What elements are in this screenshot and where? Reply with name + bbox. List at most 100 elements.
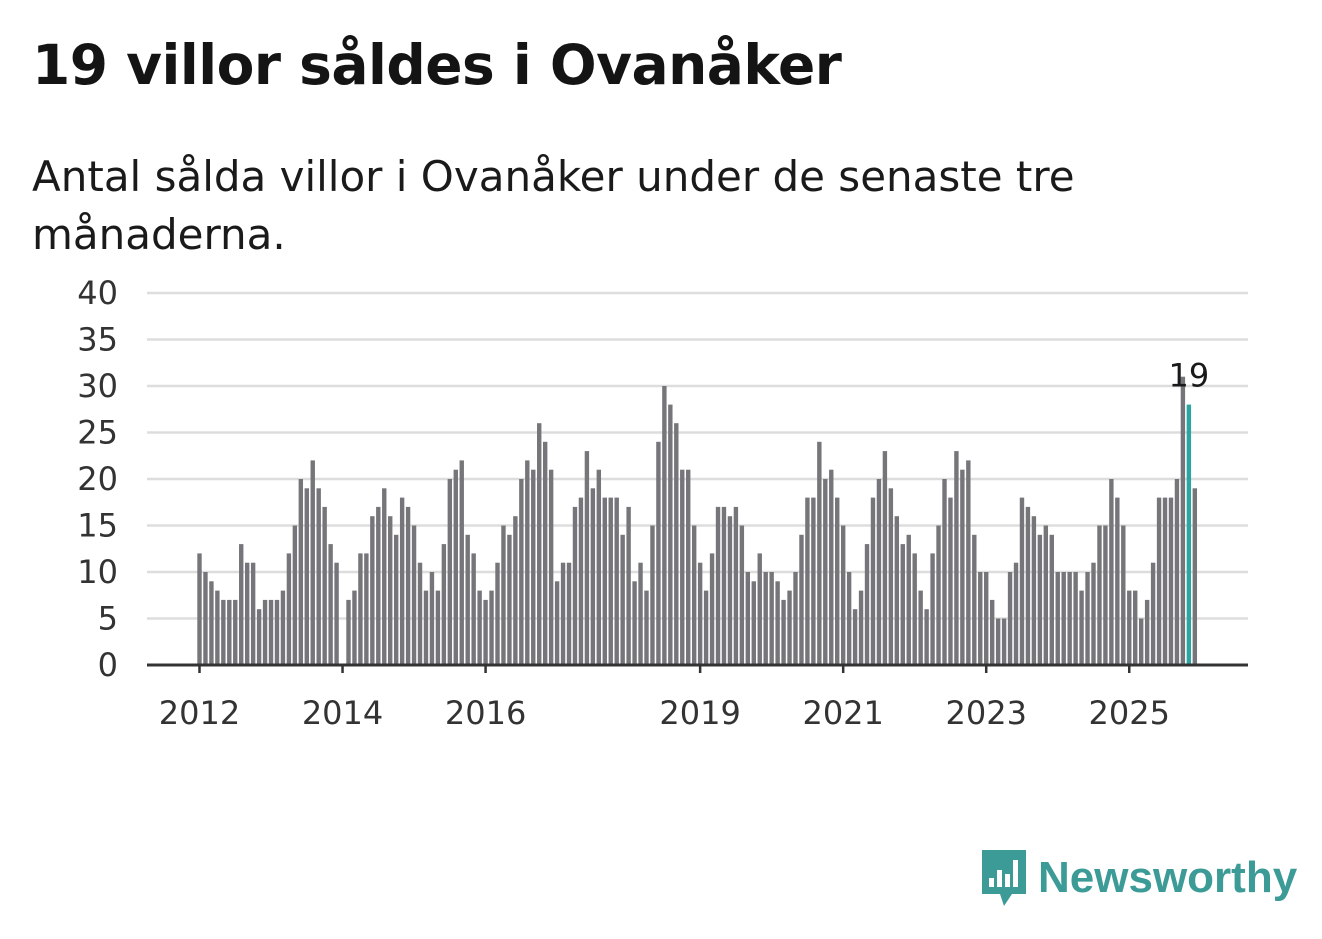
bar <box>358 553 363 665</box>
bar <box>781 599 786 665</box>
bar <box>638 562 643 665</box>
x-tick-label: 2012 <box>159 694 240 732</box>
bar <box>680 469 685 665</box>
y-axis-labels: 0 5 10 15 20 25 30 35 40 <box>77 274 118 684</box>
bar <box>632 581 637 665</box>
bar <box>620 534 625 665</box>
bar <box>256 609 262 665</box>
bar <box>233 599 238 665</box>
bar <box>650 525 655 665</box>
bar <box>1055 572 1060 665</box>
bar <box>560 562 566 665</box>
bar <box>715 506 721 665</box>
bar <box>852 609 858 665</box>
bar <box>1156 497 1162 665</box>
bar <box>411 525 417 665</box>
bar <box>501 525 506 665</box>
bar <box>465 534 470 665</box>
bar <box>829 469 834 665</box>
bar <box>888 488 894 665</box>
bar <box>942 479 947 665</box>
bar <box>978 572 983 665</box>
bar <box>405 506 411 665</box>
bar <box>352 590 357 665</box>
bar <box>274 599 280 665</box>
bar <box>864 544 870 665</box>
bar <box>280 590 286 665</box>
bar <box>912 553 917 665</box>
bar <box>304 488 309 665</box>
y-tick-label: 20 <box>77 460 118 498</box>
bar <box>209 581 214 665</box>
bar <box>614 497 619 665</box>
bar <box>1162 497 1168 665</box>
bar <box>1061 572 1066 665</box>
bar <box>203 572 208 665</box>
bar <box>429 572 435 665</box>
bar <box>1174 479 1180 665</box>
bar-highlight <box>1186 404 1192 665</box>
bar <box>668 404 673 665</box>
bar <box>1037 534 1043 665</box>
bar <box>1168 497 1174 665</box>
bar <box>763 572 768 665</box>
bar <box>310 460 315 665</box>
bar <box>930 553 935 665</box>
bar <box>721 506 727 665</box>
x-tick-label: 2021 <box>802 694 883 732</box>
chart-title: 19 villor såldes i Ovanåker <box>32 33 842 97</box>
bar <box>662 386 667 665</box>
bar <box>960 469 965 665</box>
bar <box>805 497 810 665</box>
bar <box>1007 572 1013 665</box>
bar <box>799 534 804 665</box>
bar <box>1138 618 1144 665</box>
bar <box>489 590 494 665</box>
y-tick-label: 30 <box>77 367 118 405</box>
bar <box>286 553 292 665</box>
bar <box>1121 525 1126 665</box>
x-tick-label: 2025 <box>1089 694 1170 732</box>
bar <box>316 488 321 665</box>
bar <box>453 469 458 665</box>
bar <box>268 599 274 665</box>
bar <box>370 516 375 665</box>
bar <box>1031 516 1037 665</box>
bar <box>691 525 697 665</box>
x-tick-label: 2016 <box>445 694 526 732</box>
bar <box>1085 572 1090 665</box>
bar <box>1091 562 1096 665</box>
bar <box>1073 572 1078 665</box>
bar <box>250 562 256 665</box>
bar <box>507 534 512 665</box>
bar <box>435 590 441 665</box>
bar <box>525 460 530 665</box>
bar <box>751 581 756 665</box>
chart-subtitle: Antal sålda villor i Ovanåker under de s… <box>32 152 1075 259</box>
bar <box>399 497 405 665</box>
bar <box>1043 525 1049 665</box>
bar <box>227 599 232 665</box>
bar <box>1109 479 1114 665</box>
bar <box>602 497 607 665</box>
bar <box>1150 562 1156 665</box>
bar <box>262 599 268 665</box>
bar <box>584 451 590 665</box>
bar <box>626 506 631 665</box>
bar <box>334 562 339 665</box>
bar <box>674 423 679 665</box>
bar <box>697 562 703 665</box>
bar <box>531 469 536 665</box>
bar <box>477 590 482 665</box>
bar <box>954 451 959 665</box>
y-tick-label: 40 <box>77 274 118 312</box>
bar <box>709 553 715 665</box>
bar <box>578 497 584 665</box>
bar <box>221 599 226 665</box>
y-tick-label: 25 <box>77 414 118 452</box>
bar <box>393 534 399 665</box>
bar <box>787 590 792 665</box>
bar <box>823 479 828 665</box>
bar <box>846 572 852 665</box>
